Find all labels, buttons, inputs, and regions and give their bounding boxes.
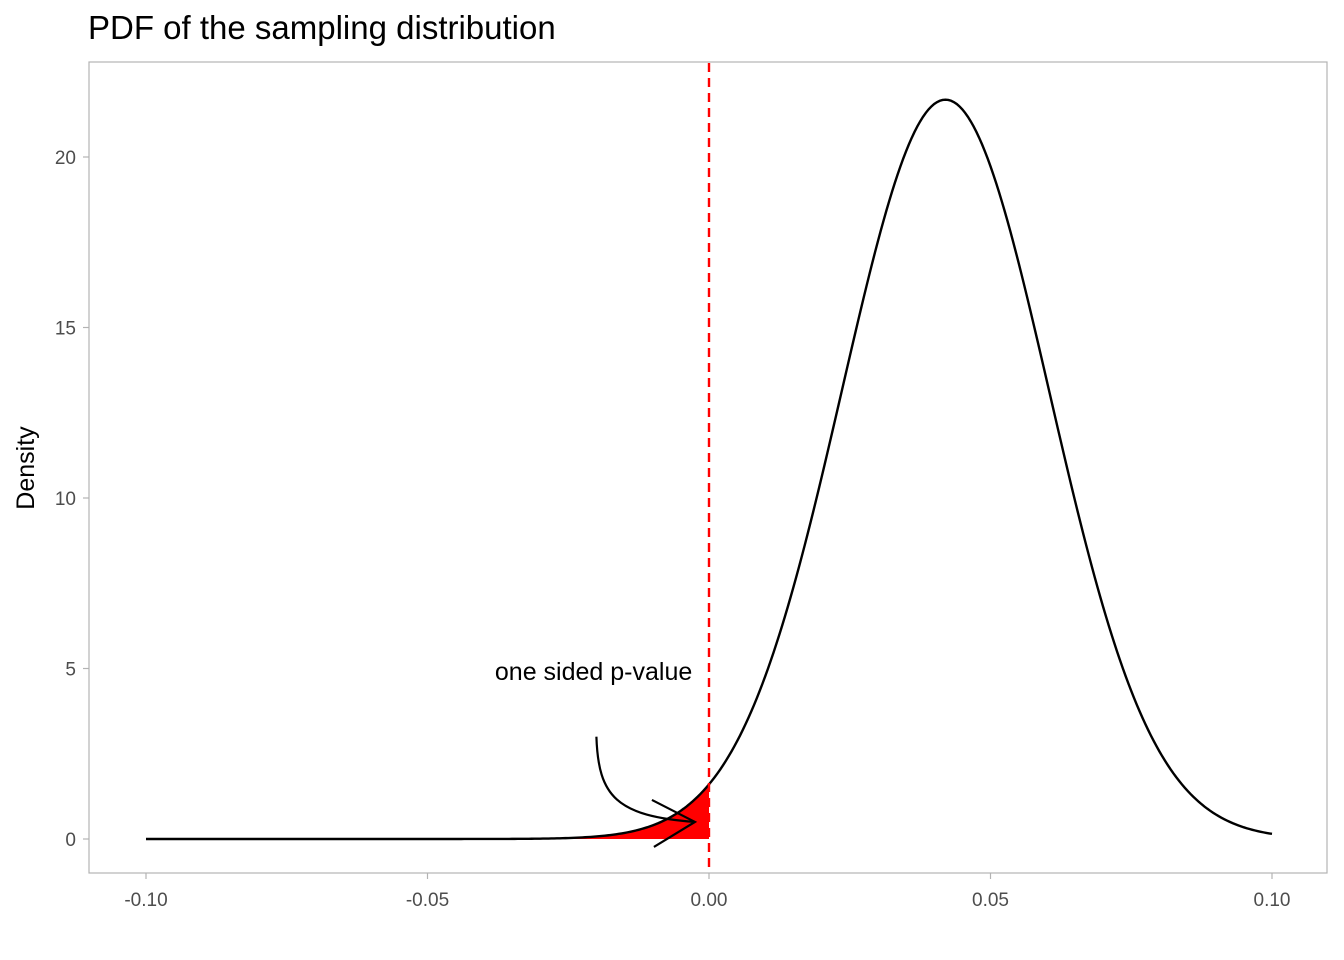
x-tick-label: -0.10 (124, 890, 167, 911)
x-tick-label: 0.05 (972, 890, 1009, 911)
x-tick-label: 0.10 (1254, 890, 1291, 911)
y-tick-label: 15 (55, 319, 76, 340)
annotation-arrow (595, 736, 696, 824)
y-tick-label: 20 (55, 148, 76, 169)
x-axis: -0.10 -0.05 0.00 0.05 0.10 (124, 873, 1290, 911)
y-tick-label: 0 (65, 830, 76, 851)
annotation-arrowhead (651, 798, 698, 848)
y-axis: 0 5 10 15 20 (55, 148, 89, 851)
y-tick-label: 5 (65, 660, 76, 681)
y-tick-label: 10 (55, 489, 76, 510)
plot-panel-border (88, 61, 1328, 874)
chart-title: PDF of the sampling distribution (88, 9, 556, 46)
y-axis-title: Density (12, 426, 40, 510)
plot-layer (146, 63, 1273, 872)
shaded-pvalue-region (146, 784, 709, 839)
x-tick-label: 0.00 (691, 890, 728, 911)
annotation-text: one sided p-value (495, 658, 692, 686)
x-tick-label: -0.05 (406, 890, 449, 911)
